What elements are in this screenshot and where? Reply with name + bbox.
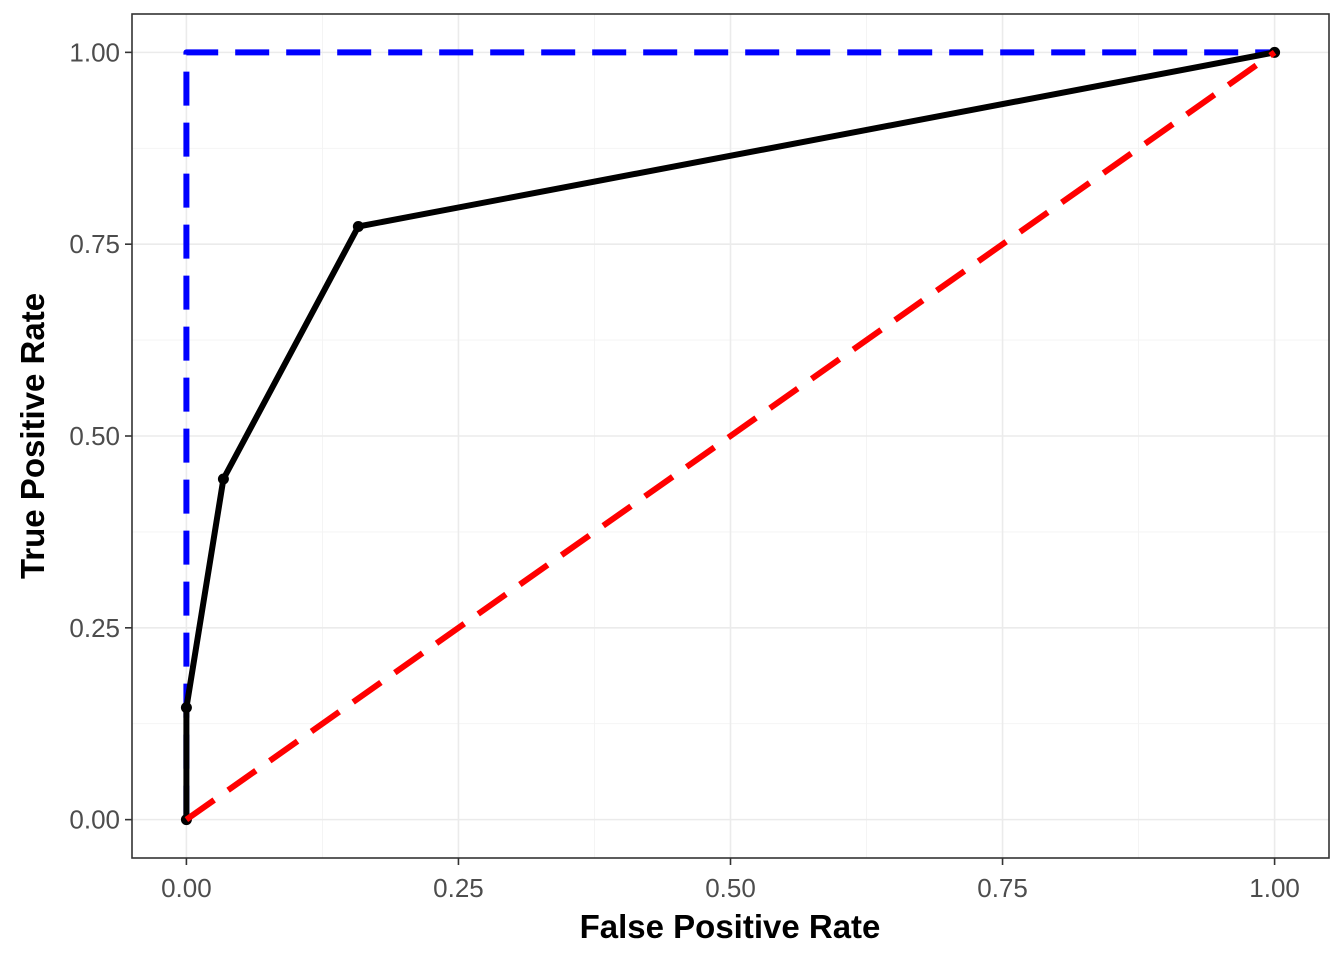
- x-tick-label: 0.75: [977, 873, 1028, 903]
- y-tick-label: 0.75: [69, 229, 120, 259]
- y-axis-title: True Positive Rate: [14, 293, 51, 579]
- x-tick-label: 1.00: [1249, 873, 1300, 903]
- x-tick-label: 0.25: [433, 873, 484, 903]
- series-point: [352, 221, 364, 233]
- y-tick-label: 0.50: [69, 421, 120, 451]
- y-tick-label: 0.00: [69, 805, 120, 835]
- series-point: [217, 473, 229, 485]
- x-axis-ticks: 0.00 0.25 0.50 0.75 1.00: [161, 858, 1300, 903]
- y-axis-ticks: 0.00 0.25 0.50 0.75 1.00: [69, 37, 132, 835]
- dashed-series-line: [183, 49, 1275, 820]
- x-axis-title: False Positive Rate: [580, 908, 881, 945]
- y-tick-label: 1.00: [69, 37, 120, 67]
- series-layer: [180, 46, 1281, 826]
- y-tick-label: 0.25: [69, 613, 120, 643]
- dashed-series-line: [184, 49, 1277, 823]
- series-point: [180, 702, 192, 714]
- x-tick-label: 0.50: [705, 873, 756, 903]
- x-tick-label: 0.00: [161, 873, 212, 903]
